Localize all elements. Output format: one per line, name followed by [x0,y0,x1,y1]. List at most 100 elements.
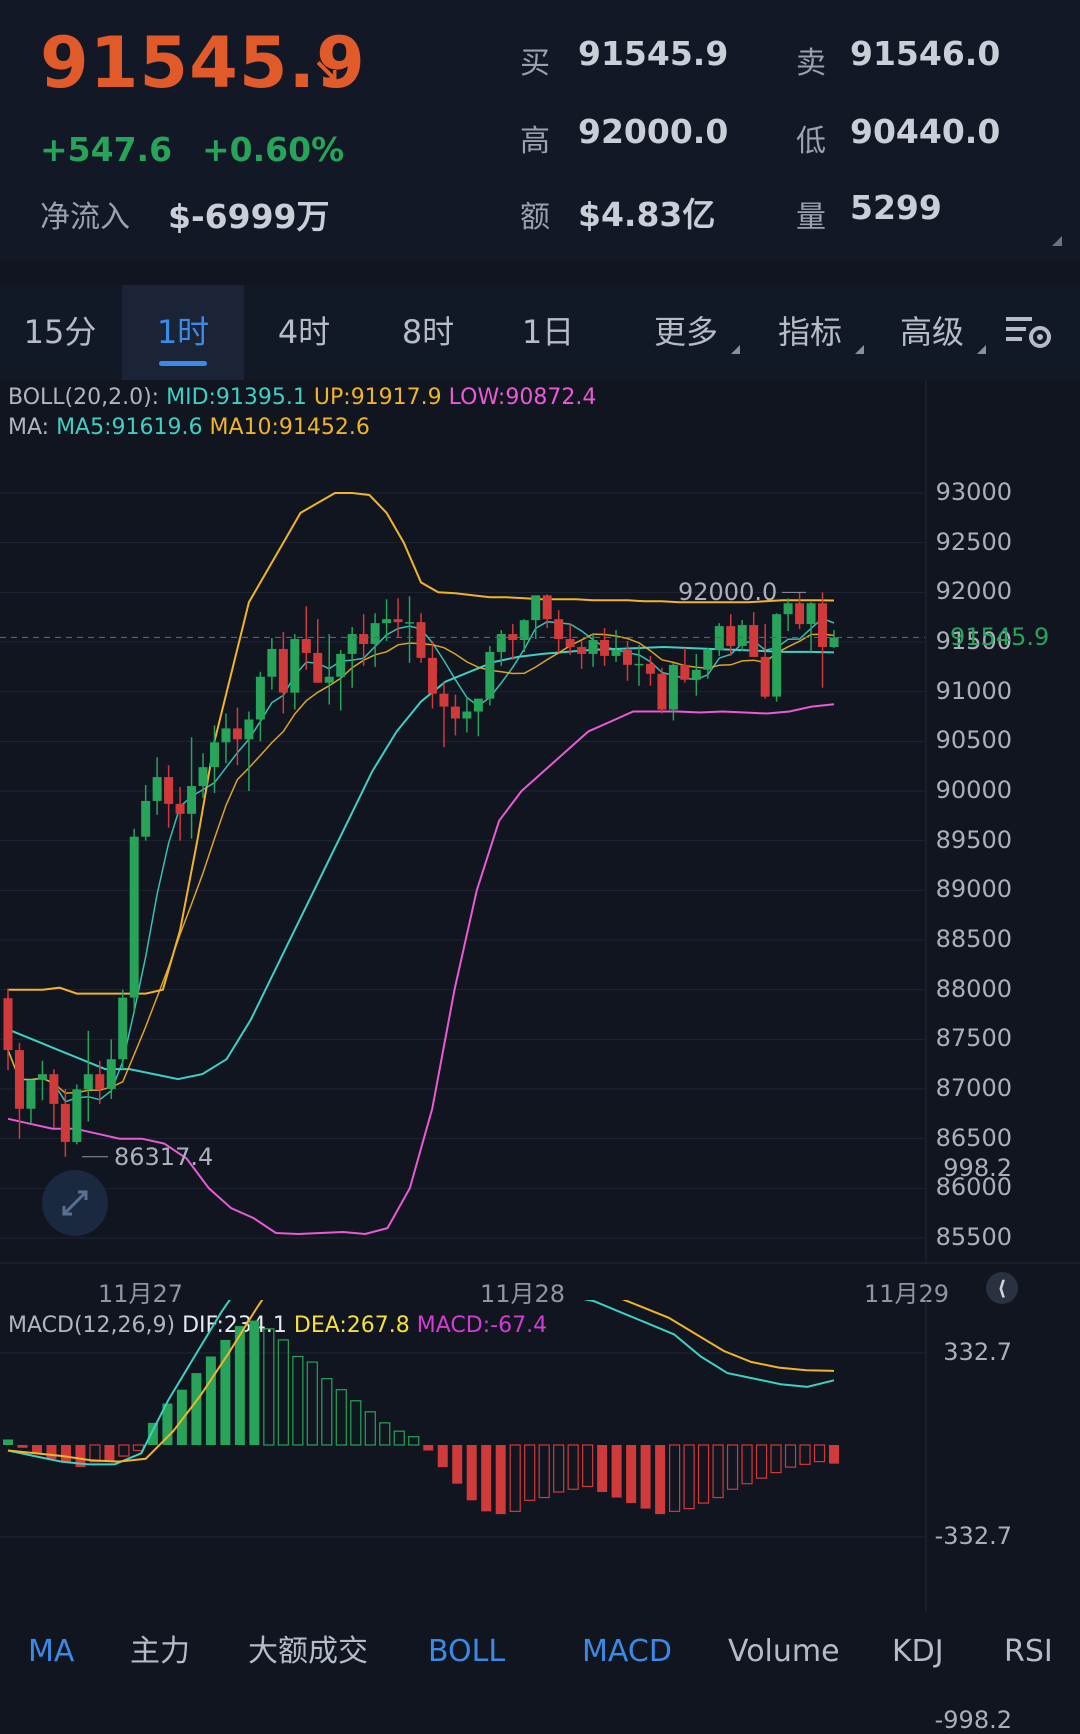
candlestick-chart[interactable] [0,380,1080,1275]
macd-bar [234,1326,245,1445]
x-tick-label: 11月27 [98,1280,184,1308]
candle [737,625,747,646]
macd-bar [683,1444,695,1510]
candle [301,639,311,653]
macd-dif: DIF:234.1 [182,1313,287,1338]
y-tick-label: 87000 [935,1074,1012,1102]
indicator-volume[interactable]: Volume [728,1634,840,1669]
fullscreen-button[interactable] [42,1170,108,1236]
macd-bar [364,1411,376,1446]
candle [623,649,632,665]
candle [405,622,415,624]
x-tick-label: 11月28 [480,1280,566,1308]
macd-bar [60,1445,71,1462]
price-change: +547.6 [40,130,173,169]
low-label: 低 [796,124,826,159]
indicator-large-trades[interactable]: 大额成交 [248,1634,368,1669]
candle [772,614,782,697]
candle [473,698,483,712]
tab-more-label: 更多 [653,313,718,351]
boll-legend: BOLL(20,2.0): MID:91395.1 UP:91917.9 LOW… [8,385,596,410]
macd-bar [350,1400,362,1446]
candle [359,634,369,644]
y-tick-label: 85500 [935,1223,1012,1251]
indicator-ma[interactable]: MA [28,1634,75,1669]
macd-bar [524,1444,536,1501]
dif-line [7,1300,835,1466]
last-price: 91545.9 [40,22,366,104]
macd-dea: DEA:267.8 [293,1313,410,1338]
candle [531,595,541,621]
macd-bar [611,1445,622,1498]
x-tick-label: 11月29 [864,1280,950,1308]
volume-label: 量 [796,200,826,235]
macd-bar [553,1444,565,1493]
tab-4h[interactable]: 4时 [277,313,331,351]
y-tick-label: 90500 [935,726,1012,755]
macd-bar [277,1339,289,1446]
candle [634,663,644,666]
macd-bar [220,1339,231,1445]
macd-bar [452,1445,463,1484]
macd-bar [799,1444,811,1465]
tab-advanced[interactable]: 高级 [878,285,986,380]
indicator-bar: MA 主力 大额成交 BOLL MACD Volume KDJ RSI [0,1612,1080,1691]
candle [187,786,197,814]
candle [37,1074,47,1080]
macd-bar [437,1445,448,1468]
tab-1d[interactable]: 1日 [521,313,575,351]
timeframe-tabs: 15分 1时 4时 8时 1日 更多 指标 高级 [0,285,1080,380]
active-tab-indicator [159,361,207,366]
candle [691,669,701,680]
candle [152,777,162,801]
macd-bar [466,1445,477,1501]
macd-bar [17,1445,28,1448]
tab-1h[interactable]: 1时 [122,285,244,380]
y-tick-label: 91000 [935,676,1012,705]
indicator-rsi[interactable]: RSI [1004,1634,1053,1669]
macd-bar [408,1436,420,1446]
expand-arrows-icon [62,1190,88,1216]
candle [106,1059,116,1089]
macd-chart[interactable] [0,1300,1080,1612]
candle [26,1079,36,1109]
indicator-kdj[interactable]: KDJ [892,1634,944,1669]
candle [680,664,690,680]
bid-label: 买 [520,46,550,81]
candle [382,619,392,624]
indicator-boll[interactable]: BOLL [428,1634,506,1669]
indicator-macd[interactable]: MACD [582,1634,672,1669]
candle [554,619,564,640]
tab-more[interactable]: 更多 [632,285,740,380]
tab-indicators[interactable]: 指标 [756,285,864,380]
candle [198,767,208,787]
candle [427,657,437,694]
chart-settings-icon[interactable] [1004,313,1054,353]
expand-corner-icon[interactable] [1052,236,1062,246]
candle [221,728,231,743]
dea-line [7,1300,835,1463]
macd-bar [147,1422,158,1445]
macd-bar [162,1403,173,1445]
macd-bar [292,1355,304,1446]
macd-bar [104,1445,115,1462]
boll-low: LOW:90872.4 [448,385,597,410]
macd-bar [509,1444,521,1512]
candle [49,1074,59,1104]
scroll-to-start-button[interactable]: ⟨ [986,1272,1018,1304]
macd-bar [626,1445,637,1504]
tab-1h-label: 1时 [156,313,210,351]
candle [232,728,242,740]
candle [129,836,139,998]
macd-bar [379,1422,391,1446]
y-tick-label: 91500 [935,627,1012,655]
tab-15m[interactable]: 15分 [23,313,97,351]
tab-8h[interactable]: 8时 [401,313,455,351]
indicator-main-force[interactable]: 主力 [130,1634,190,1669]
y-tick-label: 89500 [935,825,1012,854]
candle [726,626,736,646]
candle [829,637,839,647]
candle [267,648,277,677]
quote-header: 91545.9 ↘ +547.6 +0.60% 净流入 $-6999万 买 91… [0,0,1080,260]
macd-bar [3,1439,13,1445]
